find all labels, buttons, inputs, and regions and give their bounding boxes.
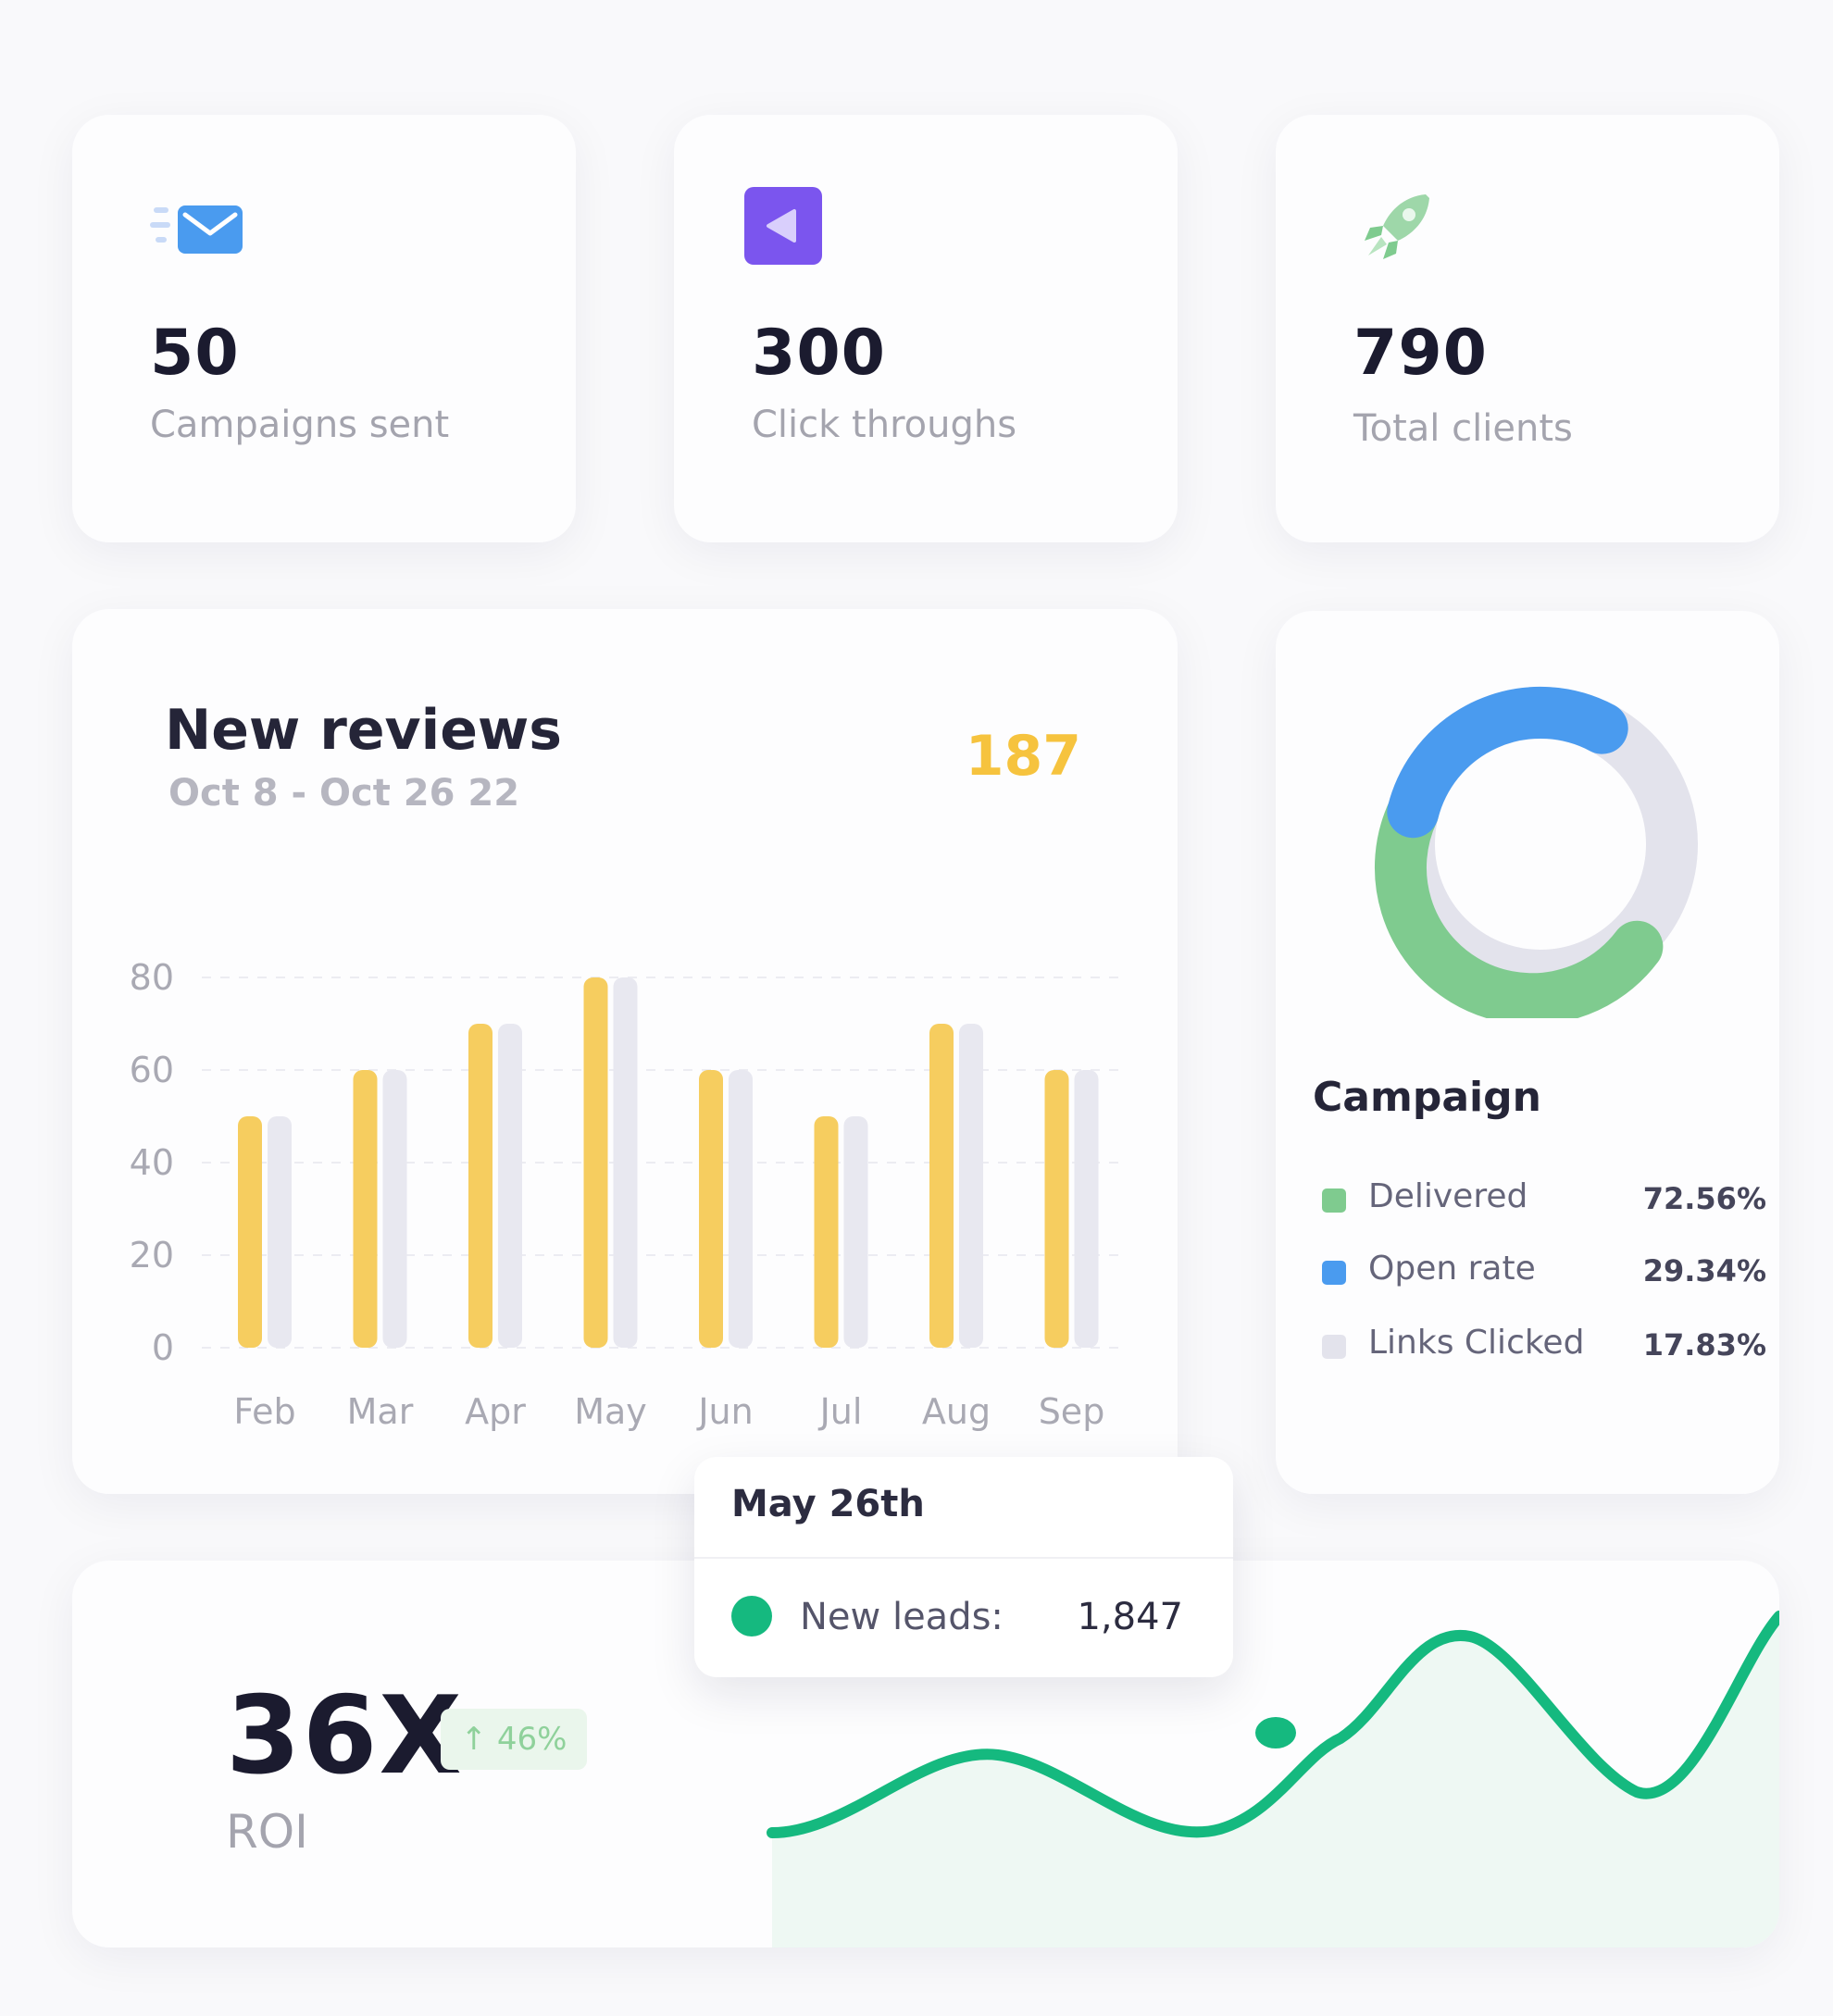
mail-icon	[150, 187, 252, 265]
x-tick-label: Aug	[922, 1391, 991, 1432]
y-tick-label: 40	[130, 1142, 174, 1183]
tooltip-divider	[694, 1557, 1233, 1559]
legend-value: 72.56%	[1642, 1181, 1766, 1216]
bar-jun-series-2	[729, 1070, 753, 1348]
legend-label: Links Clicked	[1368, 1324, 1585, 1362]
bar-may-series-1	[583, 977, 608, 1348]
x-tick-label: Feb	[233, 1391, 295, 1432]
campaign-title: Campaign	[1313, 1074, 1541, 1121]
total-clients-label: Total clients	[1353, 407, 1573, 450]
tooltip-value: 1,847	[1077, 1596, 1183, 1638]
donut-segment-delivered	[1374, 786, 1664, 1018]
bar-sep-series-1	[1044, 1070, 1069, 1348]
chart-tooltip: May 26th New leads: 1,847	[694, 1457, 1233, 1677]
bar-apr-series-1	[468, 1024, 493, 1348]
legend-label: Delivered	[1368, 1177, 1528, 1215]
new-reviews-card: New reviews Oct 8 - Oct 26 22 187 80 60 40…	[72, 609, 1178, 1494]
reviews-bar-chart: 80 60 40 20 0 Feb Mar Apr May Jun Jul Aug Sep	[130, 957, 1128, 1432]
bar-apr-series-2	[498, 1024, 522, 1348]
legend-swatch	[1322, 1188, 1346, 1213]
legend-item-open-rate: Open rate 29.34%	[1322, 1244, 1766, 1300]
bar-jul-series-1	[814, 1116, 839, 1348]
roi-marker	[1255, 1717, 1296, 1748]
click-throughs-label: Click throughs	[752, 404, 1017, 446]
y-tick-label: 0	[152, 1327, 174, 1368]
bar-jul-series-2	[843, 1116, 868, 1348]
x-tick-label: Apr	[465, 1391, 526, 1432]
legend-item-links-clicked: Links Clicked 17.83%	[1322, 1318, 1766, 1374]
x-tick-label: Jun	[696, 1391, 753, 1432]
roi-line-chart	[767, 1611, 1779, 1948]
legend-label: Open rate	[1368, 1250, 1536, 1288]
x-tick-label: Sep	[1039, 1391, 1105, 1432]
campaigns-sent-value: 50	[150, 317, 240, 390]
roi-change-badge: ↑ 46%	[441, 1709, 587, 1770]
stat-card-campaigns: 50 Campaigns sent	[72, 115, 576, 542]
roi-line	[767, 1611, 1779, 1838]
legend-swatch	[1322, 1335, 1346, 1359]
tooltip-label: New leads:	[800, 1596, 1004, 1638]
legend-swatch	[1322, 1261, 1346, 1285]
play-back-icon	[744, 187, 822, 268]
rocket-icon	[1359, 189, 1437, 270]
date-range: Oct 8 - Oct 26 22	[168, 772, 520, 815]
x-tick-label: Mar	[347, 1391, 414, 1432]
bar-may-series-2	[613, 977, 638, 1348]
bar-sep-series-2	[1074, 1070, 1099, 1348]
donut-segment-open-rate	[1387, 686, 1628, 839]
campaign-donut-chart	[1374, 686, 1698, 1018]
y-tick-label: 20	[130, 1235, 174, 1276]
bar-feb-series-2	[268, 1116, 292, 1348]
click-throughs-value: 300	[752, 317, 886, 390]
reviews-total: 187	[965, 724, 1081, 789]
total-clients-value: 790	[1353, 317, 1488, 390]
bar-aug-series-1	[929, 1024, 954, 1348]
y-tick-label: 80	[130, 957, 174, 998]
stat-card-click-throughs: 300 Click throughs	[674, 115, 1178, 542]
legend-item-delivered: Delivered 72.56%	[1322, 1172, 1766, 1227]
x-tick-label: Jul	[818, 1391, 863, 1432]
bar-mar-series-1	[353, 1070, 378, 1348]
tooltip-series-dot	[731, 1596, 772, 1636]
roi-label: ROI	[226, 1805, 308, 1859]
legend-value: 17.83%	[1642, 1327, 1766, 1363]
y-tick-label: 60	[130, 1050, 174, 1090]
bar-mar-series-2	[382, 1070, 407, 1348]
campaign-card: Campaign Delivered 72.56% Open rate 29.3…	[1276, 611, 1779, 1494]
roi-area-fill	[772, 1616, 1779, 1948]
campaigns-sent-label: Campaigns sent	[150, 404, 450, 446]
bar-jun-series-1	[699, 1070, 723, 1348]
bar-feb-series-1	[238, 1116, 262, 1348]
roi-value: 36X	[226, 1674, 464, 1798]
legend-value: 29.34%	[1642, 1253, 1766, 1288]
x-tick-label: May	[574, 1391, 647, 1432]
bar-aug-series-2	[959, 1024, 983, 1348]
new-reviews-title: New reviews	[165, 698, 563, 763]
stat-card-total-clients: 790 Total clients	[1276, 115, 1779, 542]
tooltip-date: May 26th	[731, 1483, 925, 1525]
